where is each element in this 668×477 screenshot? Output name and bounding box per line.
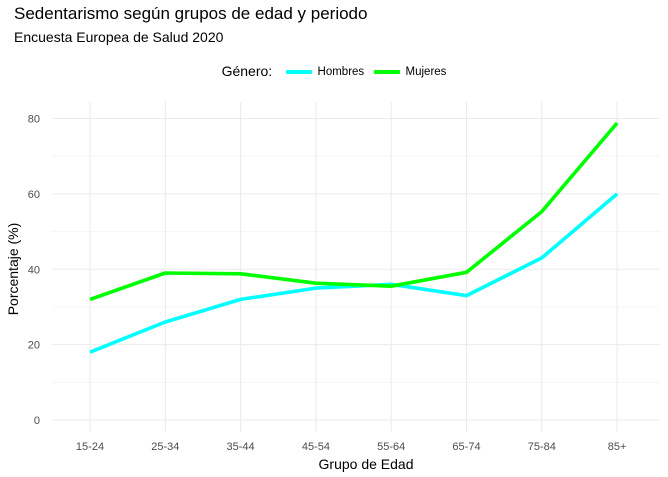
legend-key-hombres [285,69,312,74]
x-tick-label: 15-24 [76,441,104,453]
legend-key-mujeres [373,69,400,74]
x-tick-label: 35-44 [227,441,255,453]
y-axis-title: Porcentaje (%) [5,223,21,316]
x-tick-label: 25-34 [151,441,179,453]
x-tick-label: 75-84 [528,441,556,453]
legend: Género: Hombres Mujeres [0,63,668,79]
x-tick-label: 45-54 [302,441,330,453]
y-tick-label: 60 [28,189,40,201]
legend-item-mujeres: Mujeres [373,64,447,78]
chart-subtitle: Encuesta Europea de Salud 2020 [14,29,224,45]
chart-title: Sedentarismo según grupos de edad y peri… [14,4,368,23]
legend-label-hombres: Hombres [317,65,365,78]
legend-item-hombres: Hombres [285,64,365,78]
y-tick-label: 80 [28,114,40,126]
x-tick-label: 65-74 [452,441,480,453]
y-tick-label: 0 [34,415,40,427]
y-tick-label: 20 [28,340,40,352]
series-line-mujeres [89,121,619,302]
x-axis-title: Grupo de Edad [319,456,414,472]
y-tick-label: 40 [28,264,40,276]
legend-title: Género: [221,63,273,79]
x-tick-label: 55-64 [377,441,405,453]
x-tick-label: 85+ [608,441,627,453]
legend-label-mujeres: Mujeres [405,65,447,78]
